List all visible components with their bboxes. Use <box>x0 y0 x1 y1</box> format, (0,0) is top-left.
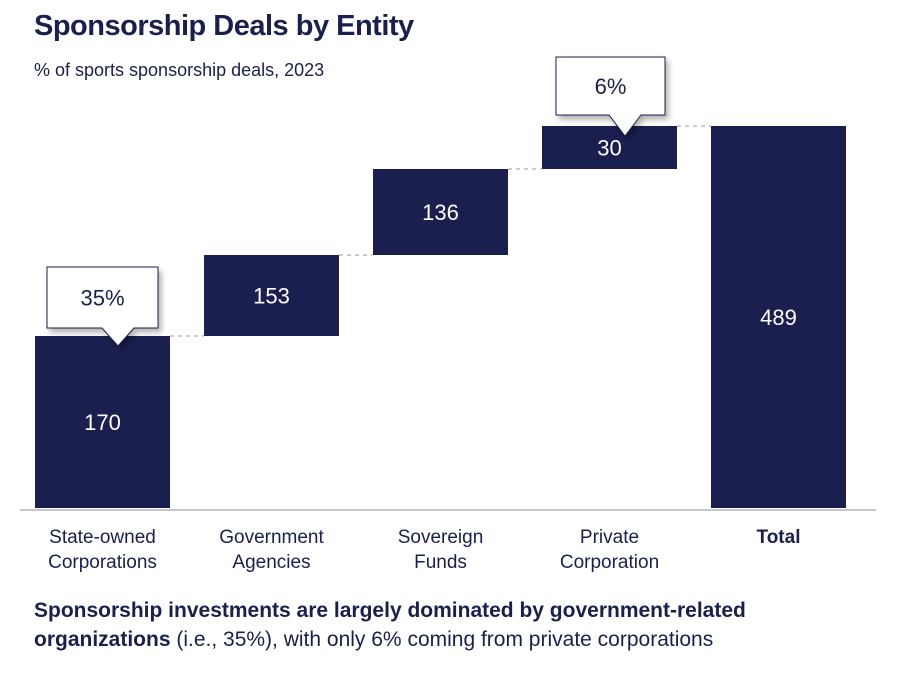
bar-value-label: 489 <box>760 305 797 330</box>
callout-box <box>555 56 666 137</box>
callout-box <box>46 266 159 347</box>
category-label: Corporations <box>48 552 157 573</box>
bar-1 <box>204 255 339 336</box>
category-label: Private <box>580 527 639 548</box>
callout-label: 35% <box>80 286 124 311</box>
category-label: Funds <box>414 552 467 573</box>
bar-2 <box>373 169 508 255</box>
bar-value-label: 30 <box>597 136 621 161</box>
bar-value-label: 153 <box>253 284 290 309</box>
callout-label: 6% <box>595 74 627 99</box>
category-label: Corporation <box>560 552 659 573</box>
takeaway-bold: Sponsorship investments are largely domi… <box>34 599 746 651</box>
bar-value-label: 170 <box>84 410 121 435</box>
category-label: Agencies <box>232 552 310 573</box>
category-label: Sovereign <box>398 527 484 548</box>
takeaway-rest: (i.e., 35%), with only 6% coming from pr… <box>170 628 714 651</box>
category-label: Total <box>757 527 801 548</box>
takeaway-text: Sponsorship investments are largely domi… <box>34 596 884 654</box>
bar-value-label: 136 <box>422 200 459 225</box>
category-label: Government <box>219 527 324 548</box>
bar-0 <box>35 336 170 508</box>
chart-title: Sponsorship Deals by Entity <box>34 10 414 42</box>
bar-3 <box>542 126 677 169</box>
chart-subtitle: % of sports sponsorship deals, 2023 <box>34 60 325 80</box>
bar-4 <box>711 126 846 508</box>
category-label: State-owned <box>49 527 156 548</box>
